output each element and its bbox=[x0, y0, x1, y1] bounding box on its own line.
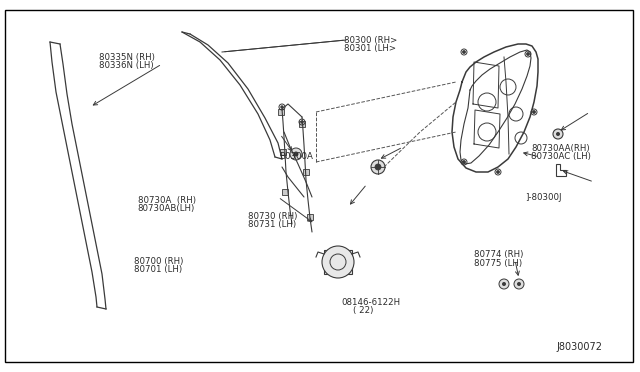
Circle shape bbox=[463, 51, 465, 53]
Circle shape bbox=[281, 106, 283, 108]
Circle shape bbox=[497, 171, 499, 173]
Circle shape bbox=[322, 246, 354, 278]
Circle shape bbox=[294, 151, 298, 157]
Text: 80336N (LH): 80336N (LH) bbox=[99, 61, 154, 70]
Text: 80301 (LH>: 80301 (LH> bbox=[344, 44, 396, 53]
Circle shape bbox=[375, 164, 381, 170]
Circle shape bbox=[553, 129, 563, 139]
Text: 80730AB(LH): 80730AB(LH) bbox=[138, 204, 195, 213]
Text: 80775 (LH): 80775 (LH) bbox=[474, 259, 522, 267]
Circle shape bbox=[371, 160, 385, 174]
Text: ( 22): ( 22) bbox=[353, 306, 373, 315]
Circle shape bbox=[301, 121, 303, 123]
Text: B0300A: B0300A bbox=[279, 153, 313, 161]
Text: 80730AA(RH): 80730AA(RH) bbox=[531, 144, 590, 153]
Text: 08146-6122H: 08146-6122H bbox=[341, 298, 400, 307]
Text: 80731 (LH): 80731 (LH) bbox=[248, 220, 296, 229]
Bar bbox=[299, 121, 305, 127]
Circle shape bbox=[499, 279, 509, 289]
Circle shape bbox=[290, 148, 302, 160]
Bar bbox=[280, 149, 286, 155]
Text: 80730AC (LH): 80730AC (LH) bbox=[531, 153, 591, 161]
Circle shape bbox=[463, 161, 465, 163]
Bar bbox=[303, 169, 309, 175]
Text: 80774 (RH): 80774 (RH) bbox=[474, 250, 523, 259]
Circle shape bbox=[514, 279, 524, 289]
Circle shape bbox=[532, 111, 535, 113]
Circle shape bbox=[502, 282, 506, 286]
Bar bbox=[307, 214, 313, 220]
Text: 80730A  (RH): 80730A (RH) bbox=[138, 196, 196, 205]
Bar bbox=[324, 250, 352, 274]
Text: 80300 (RH>: 80300 (RH> bbox=[344, 36, 397, 45]
Circle shape bbox=[517, 282, 521, 286]
Text: 80730 (RH): 80730 (RH) bbox=[248, 212, 298, 221]
Text: 80335N (RH): 80335N (RH) bbox=[99, 53, 155, 62]
Bar bbox=[282, 189, 288, 195]
Text: J8030072: J8030072 bbox=[557, 342, 603, 352]
Text: 80700 (RH): 80700 (RH) bbox=[134, 257, 184, 266]
Circle shape bbox=[556, 132, 560, 136]
Text: 80701 (LH): 80701 (LH) bbox=[134, 265, 182, 274]
Bar bbox=[278, 109, 284, 115]
Text: ]-80300J: ]-80300J bbox=[525, 193, 561, 202]
Circle shape bbox=[527, 53, 529, 55]
